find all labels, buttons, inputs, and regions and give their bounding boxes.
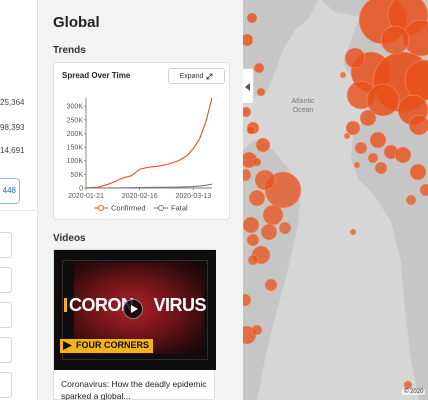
- case-bubble[interactable]: [339, 71, 347, 79]
- thumbnail-title-right: VIRUS: [153, 295, 207, 315]
- map-attribution: © 2020: [402, 389, 426, 395]
- legend-swatch-marker: [157, 204, 165, 212]
- case-bubble[interactable]: [369, 131, 387, 149]
- y-tick-label: 100K: [67, 158, 84, 165]
- y-tick-label: 0: [79, 186, 83, 193]
- case-bubble[interactable]: [344, 47, 366, 69]
- case-bubble[interactable]: [366, 83, 400, 117]
- videos-heading: Videos: [53, 233, 86, 244]
- series-line-confirmed: [85, 97, 213, 189]
- play-icon[interactable]: [123, 299, 143, 319]
- input-field[interactable]: [0, 337, 12, 363]
- case-bubble[interactable]: [262, 204, 284, 226]
- map-canvas[interactable]: [243, 0, 428, 400]
- case-bubble[interactable]: [403, 380, 413, 390]
- case-bubble[interactable]: [405, 194, 417, 206]
- land-north-america: [243, 0, 318, 98]
- expand-icon: [206, 73, 213, 79]
- series-line-fatal: [86, 183, 213, 189]
- spread-chart: 0 50K 100K 150K 200K 250K 300K 2020-01-21 2020-0…: [67, 97, 213, 213]
- case-bubble[interactable]: [354, 141, 368, 155]
- stat-value: 98,393: [0, 123, 24, 132]
- input-field[interactable]: [0, 232, 12, 258]
- expand-button-label: Expand: [179, 72, 204, 80]
- trends-heading: Trends: [53, 45, 86, 56]
- case-bubble[interactable]: [255, 137, 271, 153]
- stat-value: 25,364: [0, 98, 24, 107]
- input-field[interactable]: [0, 372, 12, 398]
- case-bubble[interactable]: [254, 169, 276, 191]
- case-bubble[interactable]: [349, 228, 357, 236]
- thumbnail-title-left: CORON: [69, 295, 134, 315]
- case-bubble[interactable]: [353, 161, 361, 169]
- textarea-field[interactable]: [0, 302, 12, 328]
- case-bubble[interactable]: [256, 87, 266, 97]
- case-bubbles: [243, 0, 428, 390]
- case-bubble[interactable]: [248, 189, 266, 207]
- case-bubble[interactable]: [409, 163, 427, 181]
- x-tick-label: 2020-03-13: [176, 193, 212, 200]
- case-bubble[interactable]: [260, 223, 278, 241]
- expand-button[interactable]: Expand: [168, 68, 225, 84]
- y-tick-label: 250K: [67, 117, 84, 124]
- region-button[interactable]: 448: [0, 178, 20, 204]
- legend-label: Fatal: [171, 204, 188, 213]
- video-caption[interactable]: Coronavirus: How the deadly epidemic spa…: [61, 379, 207, 400]
- case-bubble[interactable]: [359, 109, 377, 127]
- legend-swatch-marker: [97, 204, 105, 212]
- case-bubble[interactable]: [243, 216, 260, 234]
- case-bubble[interactable]: [243, 106, 252, 118]
- case-bubble[interactable]: [278, 221, 292, 235]
- case-bubble[interactable]: [345, 120, 361, 136]
- case-bubble[interactable]: [404, 59, 428, 101]
- video-thumbnail[interactable]: CORON VIRUS FOUR CORNERS: [54, 250, 216, 370]
- stat-value: 14,691: [0, 146, 24, 155]
- case-bubble[interactable]: [343, 132, 351, 140]
- world-map[interactable]: [243, 0, 428, 400]
- case-bubble[interactable]: [243, 293, 252, 307]
- thumbnail-title: CORON VIRUS: [64, 295, 207, 316]
- case-bubble[interactable]: [246, 233, 260, 247]
- chevron-left-icon[interactable]: [243, 68, 254, 104]
- case-bubble[interactable]: [243, 33, 254, 47]
- thumbnail-frame: [62, 260, 208, 360]
- case-bubble[interactable]: [367, 152, 379, 164]
- case-bubble[interactable]: [380, 25, 410, 55]
- input-field[interactable]: [0, 267, 12, 293]
- y-tick-label: 50K: [71, 172, 84, 179]
- video-card[interactable]: CORON VIRUS FOUR CORNERS Coronavirus: How…: [53, 249, 216, 400]
- case-bubble[interactable]: [394, 146, 412, 164]
- y-tick-label: 150K: [67, 145, 84, 152]
- case-bubble[interactable]: [246, 12, 258, 24]
- global-panel: Global Trends Spread Over Time Expand 0 5…: [38, 0, 243, 400]
- chart-title: Spread Over Time: [62, 71, 131, 80]
- y-tick-label: 300K: [67, 104, 84, 111]
- left-panel: 25,364 98,393 14,691 448: [0, 0, 38, 400]
- case-bubble[interactable]: [408, 114, 428, 136]
- case-bubble[interactable]: [251, 324, 263, 336]
- divider: [0, 210, 38, 211]
- case-bubble[interactable]: [374, 161, 388, 175]
- case-bubble[interactable]: [246, 125, 256, 135]
- x-tick-label: 2020-02-16: [122, 193, 158, 200]
- y-tick-label: 200K: [67, 131, 84, 138]
- case-bubble[interactable]: [264, 278, 278, 292]
- panel-title: Global: [53, 14, 100, 31]
- case-bubble[interactable]: [419, 183, 428, 197]
- ocean-label: Atlantic Ocean: [291, 98, 315, 114]
- case-bubble[interactable]: [252, 157, 262, 167]
- trends-chart-card: Spread Over Time Expand 0 50K 100K 150K 200K…: [53, 62, 230, 220]
- x-tick-label: 2020-01-21: [68, 193, 104, 200]
- case-bubble[interactable]: [253, 62, 265, 74]
- case-bubble[interactable]: [243, 168, 252, 182]
- legend-label: Confirmed: [111, 204, 146, 213]
- four-corners-badge: FOUR CORNERS: [60, 339, 154, 353]
- case-bubble[interactable]: [247, 254, 259, 266]
